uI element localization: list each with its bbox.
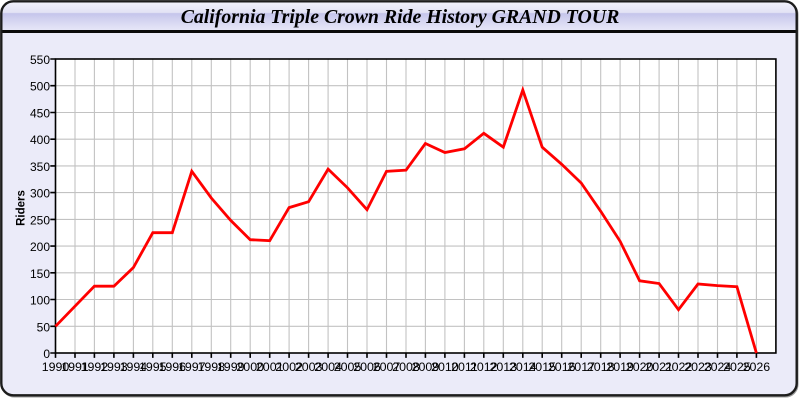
svg-text:200: 200 [30,240,50,254]
svg-text:400: 400 [30,133,50,147]
svg-text:500: 500 [30,80,50,94]
svg-text:Riders: Riders [16,190,28,226]
svg-text:1998: 1998 [198,360,226,374]
svg-text:2021: 2021 [645,360,673,374]
svg-text:1996: 1996 [159,360,187,374]
svg-text:1993: 1993 [100,360,128,374]
svg-text:2018: 2018 [587,360,615,374]
svg-text:2000: 2000 [236,360,264,374]
svg-text:2025: 2025 [723,360,751,374]
svg-text:300: 300 [30,187,50,201]
svg-text:2020: 2020 [626,360,654,374]
svg-text:2017: 2017 [567,360,595,374]
svg-text:350: 350 [30,160,50,174]
svg-text:2012: 2012 [470,360,498,374]
svg-text:2007: 2007 [373,360,401,374]
svg-text:250: 250 [30,213,50,227]
svg-text:2019: 2019 [606,360,634,374]
svg-text:1997: 1997 [178,360,206,374]
svg-text:2005: 2005 [334,360,362,374]
svg-text:50: 50 [37,320,51,334]
svg-text:2010: 2010 [431,360,459,374]
svg-text:2006: 2006 [353,360,381,374]
svg-text:2016: 2016 [548,360,576,374]
svg-text:1999: 1999 [217,360,245,374]
svg-text:1990: 1990 [42,360,70,374]
svg-text:450: 450 [30,107,50,121]
svg-text:550: 550 [30,53,50,67]
svg-text:150: 150 [30,267,50,281]
svg-text:2011: 2011 [451,360,478,374]
svg-text:2009: 2009 [412,360,440,374]
svg-text:2024: 2024 [704,360,732,374]
svg-text:2026: 2026 [743,360,771,374]
svg-text:2013: 2013 [490,360,518,374]
svg-text:2022: 2022 [665,360,693,374]
svg-text:1991: 1991 [61,360,89,374]
svg-text:2001: 2001 [256,360,284,374]
svg-text:2008: 2008 [392,360,420,374]
svg-text:1995: 1995 [139,360,167,374]
svg-text:1994: 1994 [120,360,148,374]
svg-text:1992: 1992 [81,360,109,374]
svg-text:California Triple Crown Ride H: California Triple Crown Ride History GRA… [181,6,620,28]
svg-text:2002: 2002 [275,360,303,374]
svg-text:2004: 2004 [314,360,342,374]
svg-text:100: 100 [30,294,50,308]
svg-text:2023: 2023 [684,360,712,374]
svg-text:0: 0 [43,347,50,361]
svg-text:2015: 2015 [528,360,556,374]
svg-text:2003: 2003 [295,360,323,374]
svg-text:2014: 2014 [509,360,537,374]
